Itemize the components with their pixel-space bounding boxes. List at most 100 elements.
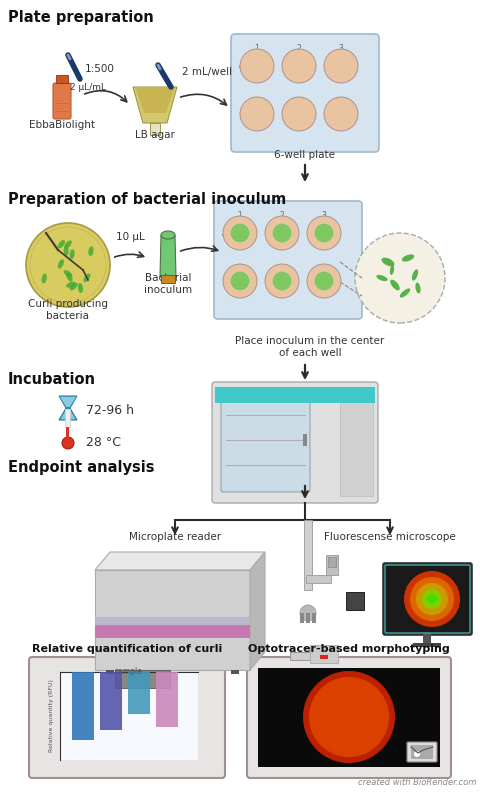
Text: 28 °C: 28 °C [86,435,121,449]
Ellipse shape [66,282,75,288]
Ellipse shape [389,280,399,290]
Bar [161,275,175,283]
Bar [128,672,150,714]
Bar [422,633,430,645]
Circle shape [272,224,291,243]
Bar [66,427,69,441]
Text: LB agar: LB agar [135,130,175,140]
Ellipse shape [63,270,72,277]
FancyBboxPatch shape [382,563,471,635]
FancyBboxPatch shape [29,657,225,778]
Circle shape [306,264,340,298]
FancyBboxPatch shape [247,657,450,778]
Circle shape [264,264,299,298]
Circle shape [223,216,256,250]
Bar [410,745,432,759]
Circle shape [342,711,354,723]
Circle shape [230,224,249,243]
Bar [150,123,160,135]
Ellipse shape [66,273,72,282]
Text: 1: 1 [254,44,259,53]
Bar [95,617,250,625]
Circle shape [300,605,315,621]
Text: 2: 2 [279,211,284,220]
Ellipse shape [78,283,83,293]
Text: Curli producing
bacteria: Curli producing bacteria [28,300,108,321]
Circle shape [426,594,436,604]
Polygon shape [59,396,77,408]
Text: B: B [239,109,244,118]
Bar [100,672,122,730]
Ellipse shape [88,247,93,256]
Bar [412,643,440,647]
Polygon shape [59,408,77,420]
Text: Plate preparation: Plate preparation [8,10,154,25]
Bar [215,387,374,403]
Circle shape [413,751,419,757]
Polygon shape [95,552,264,570]
Bar [339,389,372,496]
Ellipse shape [381,258,394,266]
Bar [300,613,303,623]
Text: Relative quantification of curli: Relative quantification of curli [32,644,222,654]
Text: Endpoint analysis: Endpoint analysis [8,460,154,475]
Circle shape [281,97,315,131]
Bar [257,668,439,767]
Polygon shape [61,409,75,419]
Bar [305,613,309,623]
Polygon shape [60,397,76,407]
Circle shape [415,583,447,615]
Ellipse shape [64,240,72,248]
Bar [305,575,330,583]
Text: Fluorescense microscope: Fluorescense microscope [324,532,455,542]
FancyBboxPatch shape [53,83,71,119]
Text: Microplate reader: Microplate reader [129,532,221,542]
Ellipse shape [58,240,65,248]
Bar [345,592,363,610]
Bar [156,672,178,727]
Circle shape [409,577,453,621]
Text: 3: 3 [338,44,343,53]
Circle shape [308,677,388,757]
Circle shape [336,705,360,729]
Polygon shape [133,87,177,123]
Bar [319,655,327,659]
Polygon shape [250,552,264,670]
Circle shape [230,272,249,290]
Text: A: A [239,62,244,71]
FancyBboxPatch shape [230,34,378,152]
Ellipse shape [389,265,393,275]
Text: B: B [222,277,227,285]
Bar [312,613,315,623]
Circle shape [328,697,368,737]
Text: Preparation of bacterial inoculum: Preparation of bacterial inoculum [8,192,286,207]
Text: 2: 2 [296,44,301,53]
Text: 3: 3 [321,211,326,220]
Circle shape [324,97,357,131]
FancyBboxPatch shape [220,395,309,492]
Circle shape [321,690,375,744]
Circle shape [240,97,274,131]
Bar [327,557,336,567]
Text: Incubation: Incubation [8,372,96,387]
Text: Bacterial
inoculum: Bacterial inoculum [144,274,192,295]
Circle shape [302,671,394,763]
Circle shape [223,264,256,298]
Text: Optotracer-based morphotyping: Optotracer-based morphotyping [248,644,449,654]
Ellipse shape [399,289,409,297]
Circle shape [314,224,333,243]
Ellipse shape [70,283,78,290]
Circle shape [62,437,74,449]
Circle shape [26,223,110,307]
Ellipse shape [69,249,74,259]
Circle shape [421,589,441,609]
Text: created with BioRender.com: created with BioRender.com [357,778,475,787]
Polygon shape [135,87,175,113]
Circle shape [403,571,459,627]
Bar [95,624,250,638]
Ellipse shape [401,255,413,262]
Text: 1: 1 [237,211,242,220]
Circle shape [314,272,333,290]
Text: 6-well plate: 6-well plate [274,150,335,160]
Bar [230,670,239,674]
